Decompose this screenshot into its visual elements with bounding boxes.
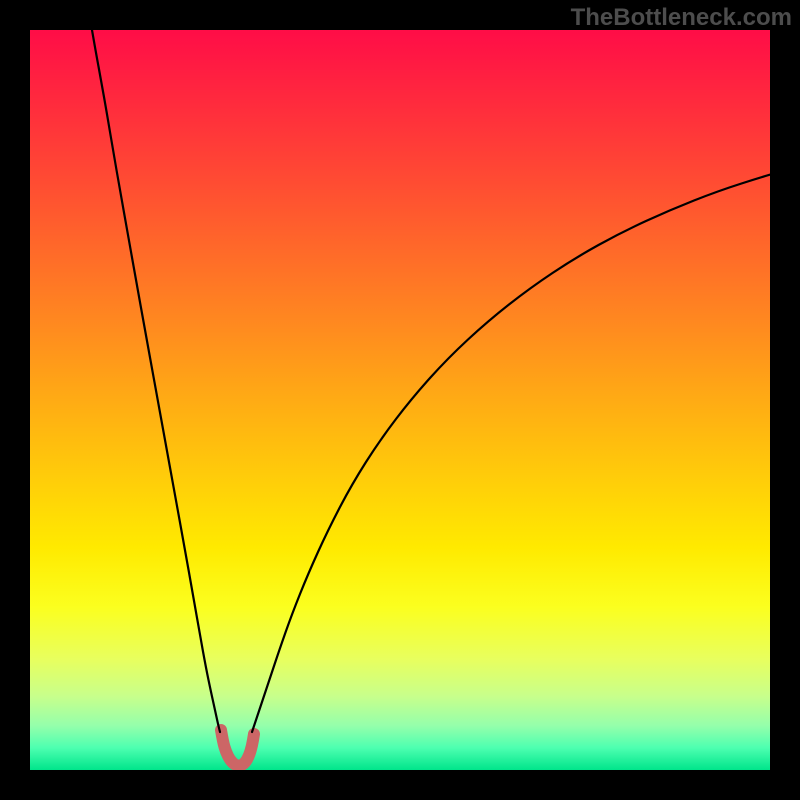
watermark-text: TheBottleneck.com — [571, 4, 792, 32]
plot-area — [30, 30, 770, 770]
well-curve — [221, 730, 254, 766]
chart-frame: TheBottleneck.com — [0, 0, 800, 800]
left-curve — [92, 30, 220, 732]
curve-layer — [30, 30, 770, 770]
right-curve — [252, 166, 770, 732]
